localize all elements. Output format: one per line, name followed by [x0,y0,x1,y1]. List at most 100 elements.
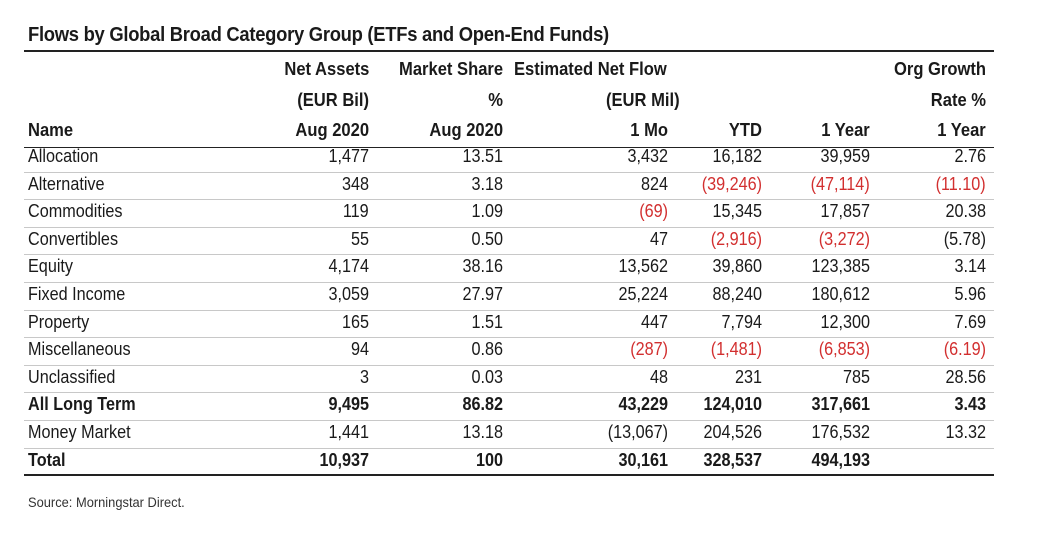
table-cell: 7,794 [721,311,762,332]
table-cell: 119 [343,201,369,222]
table-cell: 3.18 [471,173,503,194]
table-cell: 48 [649,366,668,387]
table-cell: 15,345 [712,201,762,222]
table-cell: (69) [639,201,668,222]
source-note: Source: Morningstar Direct. [28,494,185,510]
row-name: Allocation [28,146,99,166]
header-cell: 1 Mo [630,120,668,140]
table-cell: 328,537 [703,449,762,470]
table-cell: 2.76 [954,146,986,166]
table-cell: 1,477 [328,146,369,166]
header-cell: (EUR Bil) [297,90,369,110]
header-cell: Net Assets [284,59,369,79]
header-cell: 1 Year [937,120,986,140]
table-cell: 13.32 [945,422,986,442]
row-name: Miscellaneous [28,339,131,360]
table-cell: 5.96 [954,284,986,304]
table-cell: 0.86 [471,339,503,360]
row-name: Total [28,449,66,470]
table-cell: (3,272) [818,228,870,249]
row-divider [24,420,994,421]
row-name: Property [28,311,90,332]
table-cell: 88,240 [712,284,762,304]
row-divider [24,309,994,311]
table-cell: 3.43 [954,394,986,415]
table-cell: 123,385 [811,256,870,277]
table-cell: 28.56 [945,366,986,387]
header-cell: (EUR Mil) [606,90,680,110]
table-cell: 204,526 [703,422,762,442]
table-cell: (47,114) [810,173,870,194]
header-cell: YTD [728,120,762,140]
header-cell: Rate % [930,90,986,110]
table-cell: 12,300 [820,311,870,332]
table-cell: 20.38 [945,201,986,222]
table-cell: (39,246) [701,173,762,194]
table-cell: (11.10) [935,173,986,194]
table-cell: 447 [640,311,668,332]
table-cell: 7.69 [954,311,986,332]
table-cell: (287) [630,339,668,360]
row-divider [24,226,994,228]
row-divider [24,447,994,449]
table-cell: 176,532 [811,422,870,442]
header-cell: Org Growth [894,59,986,79]
row-divider [24,254,994,256]
header-cell: Market Share [398,59,503,79]
table-title: Flows by Global Broad Category Group (ET… [28,24,609,46]
table-cell: 39,959 [820,146,870,166]
table-cell: 55 [350,228,369,249]
row-divider [24,337,994,339]
table-cell: (6.19) [943,339,986,360]
table-cell: 1.51 [471,311,503,332]
table-cell: (5.78) [943,228,986,249]
row-divider [24,364,994,366]
header-rule [24,147,994,148]
table-cell: 13,562 [618,256,668,277]
top-rule [24,50,994,52]
table-cell: 824 [640,173,668,194]
table-cell: 0.03 [471,366,503,387]
table-cell: 25,224 [618,284,668,304]
table-cell: 86.82 [462,394,503,415]
table-cell: (13,067) [607,422,668,442]
row-name: Commodities [28,201,123,222]
table-cell: 1.09 [471,201,503,222]
table-cell: 30,161 [618,449,668,470]
table-cell: 9,495 [328,394,369,415]
bottom-rule [24,474,994,476]
row-name: Alternative [28,173,105,194]
row-divider [24,199,994,201]
row-divider [24,392,994,394]
table-cell: 180,612 [811,284,870,304]
table-cell: 494,193 [811,449,870,470]
table-cell: 94 [350,339,369,360]
row-name: All Long Term [28,394,136,415]
row-name: Convertibles [28,228,119,249]
table-cell: 1,441 [328,422,369,442]
table-cell: 100 [475,449,503,470]
table-cell: 3.14 [954,256,986,277]
header-cell: % [488,90,503,110]
header-cell: Aug 2020 [429,120,503,140]
table-cell: 43,229 [618,394,668,415]
header-cell: Aug 2020 [295,120,369,140]
table-cell: 348 [341,173,369,194]
table-cell: 47 [649,228,668,249]
table-cell: 13.51 [462,146,503,166]
table-cell: 10,937 [319,449,369,470]
table-cell: 17,857 [820,201,870,222]
row-name: Money Market [28,422,131,442]
table-cell: (1,481) [710,339,762,360]
table-cell: 39,860 [712,256,762,277]
table-cell: 38.16 [462,256,503,277]
row-divider [24,171,994,173]
row-name: Fixed Income [28,284,126,304]
table-cell: 3,432 [627,146,668,166]
table-cell: 317,661 [811,394,870,415]
table-cell: 4,174 [328,256,369,277]
table-cell: 785 [842,366,870,387]
table-cell: 0.50 [471,228,503,249]
table-cell: 231 [734,366,762,387]
header-cell: Name [28,120,74,140]
